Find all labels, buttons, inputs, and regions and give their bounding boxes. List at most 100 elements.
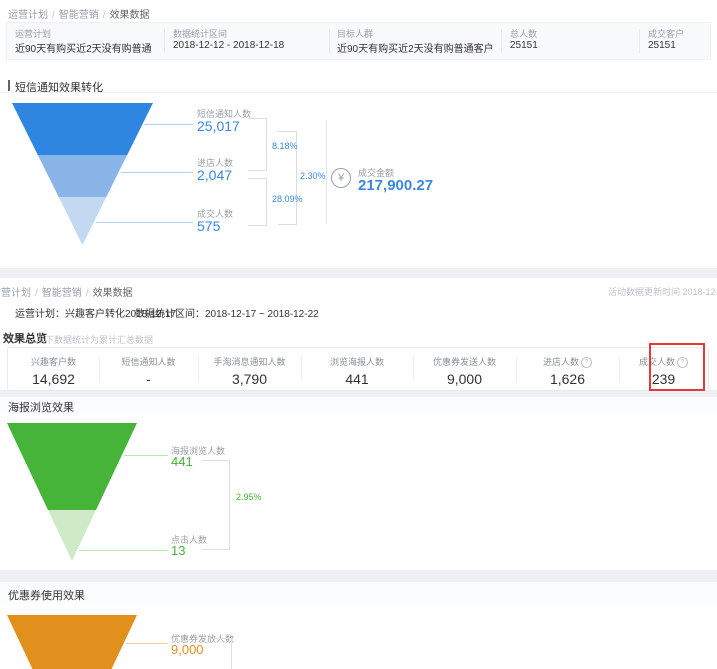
divider [198,356,199,382]
stat-label: 进店人数? [516,355,619,368]
stat-value: 1,626 [549,371,586,387]
breadcrumb-item-marketing[interactable]: 智能营销 [41,288,82,299]
breadcrumb-item-effect-data: 效果数据 [92,288,133,299]
stat-label: 优惠券发送人数 [432,357,496,367]
rate-visit-to-deal: 28.09% [272,194,303,204]
info-label-deal: 成交客户 [648,29,685,39]
stat-value: 9,000 [446,371,483,387]
sms-funnel-title: 短信通知效果转化 [15,82,103,94]
stat-store-visits: 进店人数? 1,626 [516,348,619,390]
breadcrumb-separator: / [85,288,89,299]
rate-bracket [278,131,297,225]
currency-icon: ¥ [331,168,351,188]
connector-line [121,172,193,173]
breadcrumb-separator: / [35,288,38,299]
divider [413,356,414,382]
stage-value-deal: 575 [197,218,221,234]
divider [639,29,640,53]
funnel-segment-coupons [7,615,137,669]
date-range-text: 数据统计区间：2018-12-17 ~ 2018-12-22 [135,309,319,320]
plan-name-text: 运营计划：兴趣客户转化2018-12-17 [15,309,177,320]
stat-deal-count: 成交人数? 239 [619,348,708,390]
divider [301,356,302,382]
coupon-funnel-chart [7,615,137,669]
info-label-range: 数据统计区间 [173,29,228,39]
stage-value-clicks: 13 [171,543,186,558]
divider [501,29,502,53]
rate-overall: 2.30% [300,171,326,181]
connector-line [144,124,193,125]
divider [164,29,165,53]
info-icon[interactable]: ? [677,357,688,368]
info-value-plan: 近90天有购买近2天没有购普通 [15,44,152,55]
breadcrumb: 营计划 / 智能营销 / 效果数据 [1,284,133,299]
overview-stats-card: 兴趣客户数 14,692 短信通知人数 - 手淘消息通知人数 3,790 浏览海… [7,343,709,391]
stat-value: 239 [651,371,676,387]
stage-value-poster-views: 441 [171,454,193,469]
info-label-plan: 运营计划 [15,29,52,39]
info-label-total: 总人数 [510,29,538,39]
stat-value: 14,692 [32,371,75,387]
overview-title: 效果总览 [3,333,47,345]
breadcrumb-item-effect-data: 效果数据 [109,10,150,21]
rate-sms-to-visit: 8.18% [272,141,298,151]
stat-value: 441 [345,371,369,387]
deal-amount-value: 217,900.27 [358,177,434,194]
info-label-audience: 目标人群 [337,29,374,39]
stage-value-sms: 25,017 [197,118,240,134]
info-value-range: 2018-12-12 - 2018-12-18 [173,40,285,51]
connector-line [124,455,168,456]
stat-label: 兴趣客户数 [30,357,76,367]
connector-line [96,222,193,223]
breadcrumb-item-marketing[interactable]: 智能营销 [58,10,99,21]
sms-funnel-chart [12,103,153,245]
stat-label: 成交人数? [619,355,708,368]
info-value-total: 25151 [510,40,538,51]
divider [0,92,717,93]
stat-label: 短信通知人数 [121,357,176,367]
connector-line [79,550,168,551]
coupon-section-title: 优惠券使用效果 [8,590,85,602]
stat-label: 手淘消息通知人数 [213,357,286,367]
stage-label-poster-views: 海报浏览人数 [171,446,226,456]
stage-label-coupons-issued: 优惠券发放人数 [171,634,235,644]
rate-bracket [202,549,229,550]
rate-bracket [202,460,230,550]
divider [99,356,100,382]
funnel-segment-sms [12,103,153,155]
rate-bracket [248,178,267,226]
breadcrumb-separator: / [102,10,106,21]
rate-bracket [215,638,232,669]
stage-label-clicks: 点击人数 [171,535,208,545]
stat-value: 3,790 [231,371,268,387]
poster-funnel-chart [7,423,137,561]
stat-sms-notified: 短信通知人数 - [99,348,198,390]
stat-value: - [146,371,151,387]
stage-value-visit: 2,047 [197,167,233,183]
breadcrumb-item-plan[interactable]: 运营计划 [8,10,48,21]
funnel-segment-clicks [48,510,96,561]
stage-label-sms: 短信通知人数 [197,109,252,119]
poster-title-band [0,397,717,415]
breadcrumb-separator: / [52,10,55,21]
divider [326,120,327,224]
breadcrumb: 运营计划 / 智能营销 / 效果数据 [8,6,150,21]
stat-label: 浏览海报人数 [329,357,384,367]
stage-label-deal: 成交人数 [197,209,234,219]
breadcrumb-item-plan[interactable]: 营计划 [1,288,31,299]
stat-interest-customers: 兴趣客户数 14,692 [8,348,99,390]
stat-poster-views: 浏览海报人数 441 [301,348,413,390]
coupon-title-band [0,582,717,604]
overview-note: 以下数据统计为累计汇总数据 [36,335,154,345]
connector-line [126,643,168,644]
info-icon[interactable]: ? [581,357,592,368]
stage-label-visit: 进店人数 [197,158,234,168]
funnel-segment-visit [37,155,128,197]
title-marker-bar [8,80,10,91]
divider [619,356,620,382]
funnel-segment-views [7,423,137,510]
funnel-segment-deal [58,197,107,245]
stat-coupons-sent: 优惠券发送人数 9,000 [413,348,516,390]
stat-taobao-notified: 手淘消息通知人数 3,790 [198,348,301,390]
